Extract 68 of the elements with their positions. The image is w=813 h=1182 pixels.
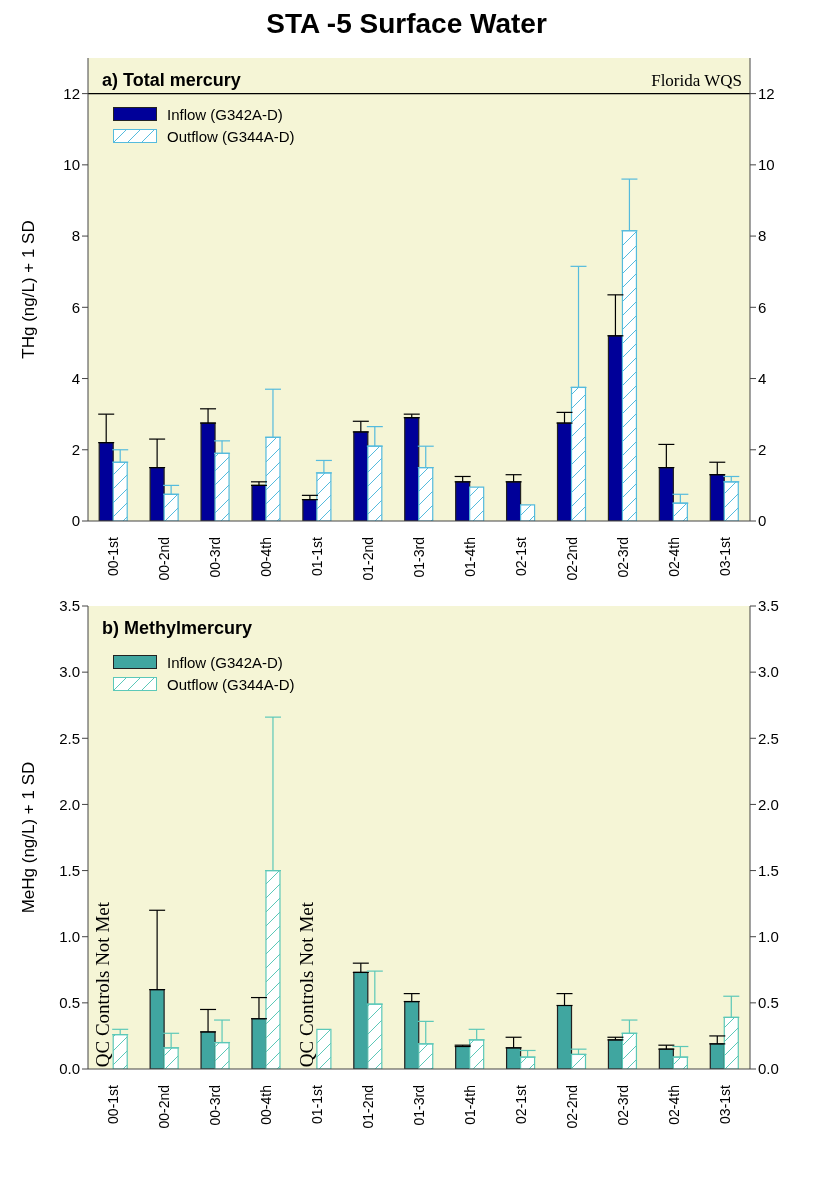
y-tick-label: 2.5	[59, 729, 80, 747]
x-tick-label: 00-2nd	[156, 537, 173, 581]
y-tick-label: 6	[71, 298, 80, 316]
y2-tick-label: 2	[758, 441, 767, 459]
x-tick-label: 00-3rd	[207, 537, 224, 578]
chart-title: STA -5 Surface Water	[265, 8, 548, 41]
x-tick-label: 01-2nd	[360, 537, 377, 581]
y-axis-title: MeHg (ng/L) + 1 SD	[19, 761, 39, 914]
annotation: QC Controls Not Met	[295, 901, 318, 1067]
x-tick-label: 01-2nd	[360, 1085, 377, 1129]
x-tick-label: 03-1st	[716, 536, 733, 576]
legend-label: Outflow (G344A-D)	[167, 675, 295, 693]
y2-tick-label: 4	[758, 369, 767, 387]
y-tick-label: 4	[71, 369, 80, 387]
x-tick-label: 01-4th	[461, 1085, 478, 1125]
x-tick-label: 00-2nd	[156, 1085, 173, 1129]
annotation: QC Controls Not Met	[92, 901, 115, 1067]
x-tick-label: 00-1st	[105, 536, 122, 576]
y-tick-label: 1.5	[59, 861, 80, 879]
y2-tick-label: 0.5	[758, 994, 779, 1012]
x-tick-label: 03-1st	[716, 1084, 733, 1124]
x-tick-label: 02-2nd	[563, 537, 580, 581]
y-tick-label: 2.0	[59, 795, 80, 813]
x-tick-label: 01-1st	[309, 1084, 326, 1124]
y2-tick-label: 12	[758, 84, 775, 102]
text: a) Total mercury	[102, 70, 241, 91]
legend-label: Inflow (G342A-D)	[167, 653, 283, 671]
x-tick-label: 02-3rd	[614, 537, 631, 578]
y2-tick-label: 0.0	[758, 1060, 779, 1078]
x-tick-label: 02-1st	[512, 536, 529, 576]
x-tick-label: 02-1st	[512, 1084, 529, 1124]
y-tick-label: 0	[71, 512, 80, 530]
x-tick-label: 00-3rd	[207, 1085, 224, 1126]
y2-tick-label: 1.5	[758, 861, 779, 879]
x-tick-label: 01-1st	[309, 536, 326, 576]
x-tick-label: 02-3rd	[614, 1085, 631, 1126]
x-tick-label: 00-4th	[258, 1085, 275, 1125]
x-tick-label: 01-3rd	[411, 1085, 427, 1126]
y2-tick-label: 2.0	[758, 795, 779, 813]
x-tick-label: 02-4th	[665, 537, 682, 577]
y-tick-label: 8	[71, 227, 80, 245]
ref-line-label: Florida WQS	[651, 70, 742, 90]
y-axis-title: THg (ng/L) + 1 SD	[19, 220, 39, 359]
y2-tick-label: 2.5	[758, 729, 779, 747]
y2-tick-label: 3.0	[758, 663, 779, 681]
y-tick-label: 3.0	[59, 663, 80, 681]
y-tick-label: 0.0	[59, 1060, 80, 1078]
x-tick-label: 01-3rd	[411, 537, 427, 578]
y-tick-label: 0.5	[59, 994, 80, 1012]
y-tick-label: 2	[71, 441, 80, 459]
y2-tick-label: 3.5	[758, 597, 779, 615]
y-tick-label: 3.5	[59, 597, 80, 615]
y2-tick-label: 8	[758, 227, 767, 245]
legend-label: Outflow (G344A-D)	[167, 127, 295, 145]
x-tick-label: 00-4th	[258, 537, 275, 577]
y-tick-label: 10	[63, 156, 80, 174]
y-tick-label: 1.0	[59, 928, 80, 946]
x-tick-label: 00-1st	[105, 1084, 122, 1124]
x-tick-label: 01-4th	[461, 537, 478, 577]
text: b) Methylmercury	[102, 618, 253, 639]
y2-tick-label: 0	[758, 512, 767, 530]
y-tick-label: 12	[63, 84, 80, 102]
x-tick-label: 02-4th	[665, 1085, 682, 1125]
legend-label: Inflow (G342A-D)	[167, 105, 283, 123]
y2-tick-label: 1.0	[758, 928, 779, 946]
x-tick-label: 02-2nd	[563, 1085, 580, 1129]
y2-tick-label: 10	[758, 156, 775, 174]
y2-tick-label: 6	[758, 298, 767, 316]
